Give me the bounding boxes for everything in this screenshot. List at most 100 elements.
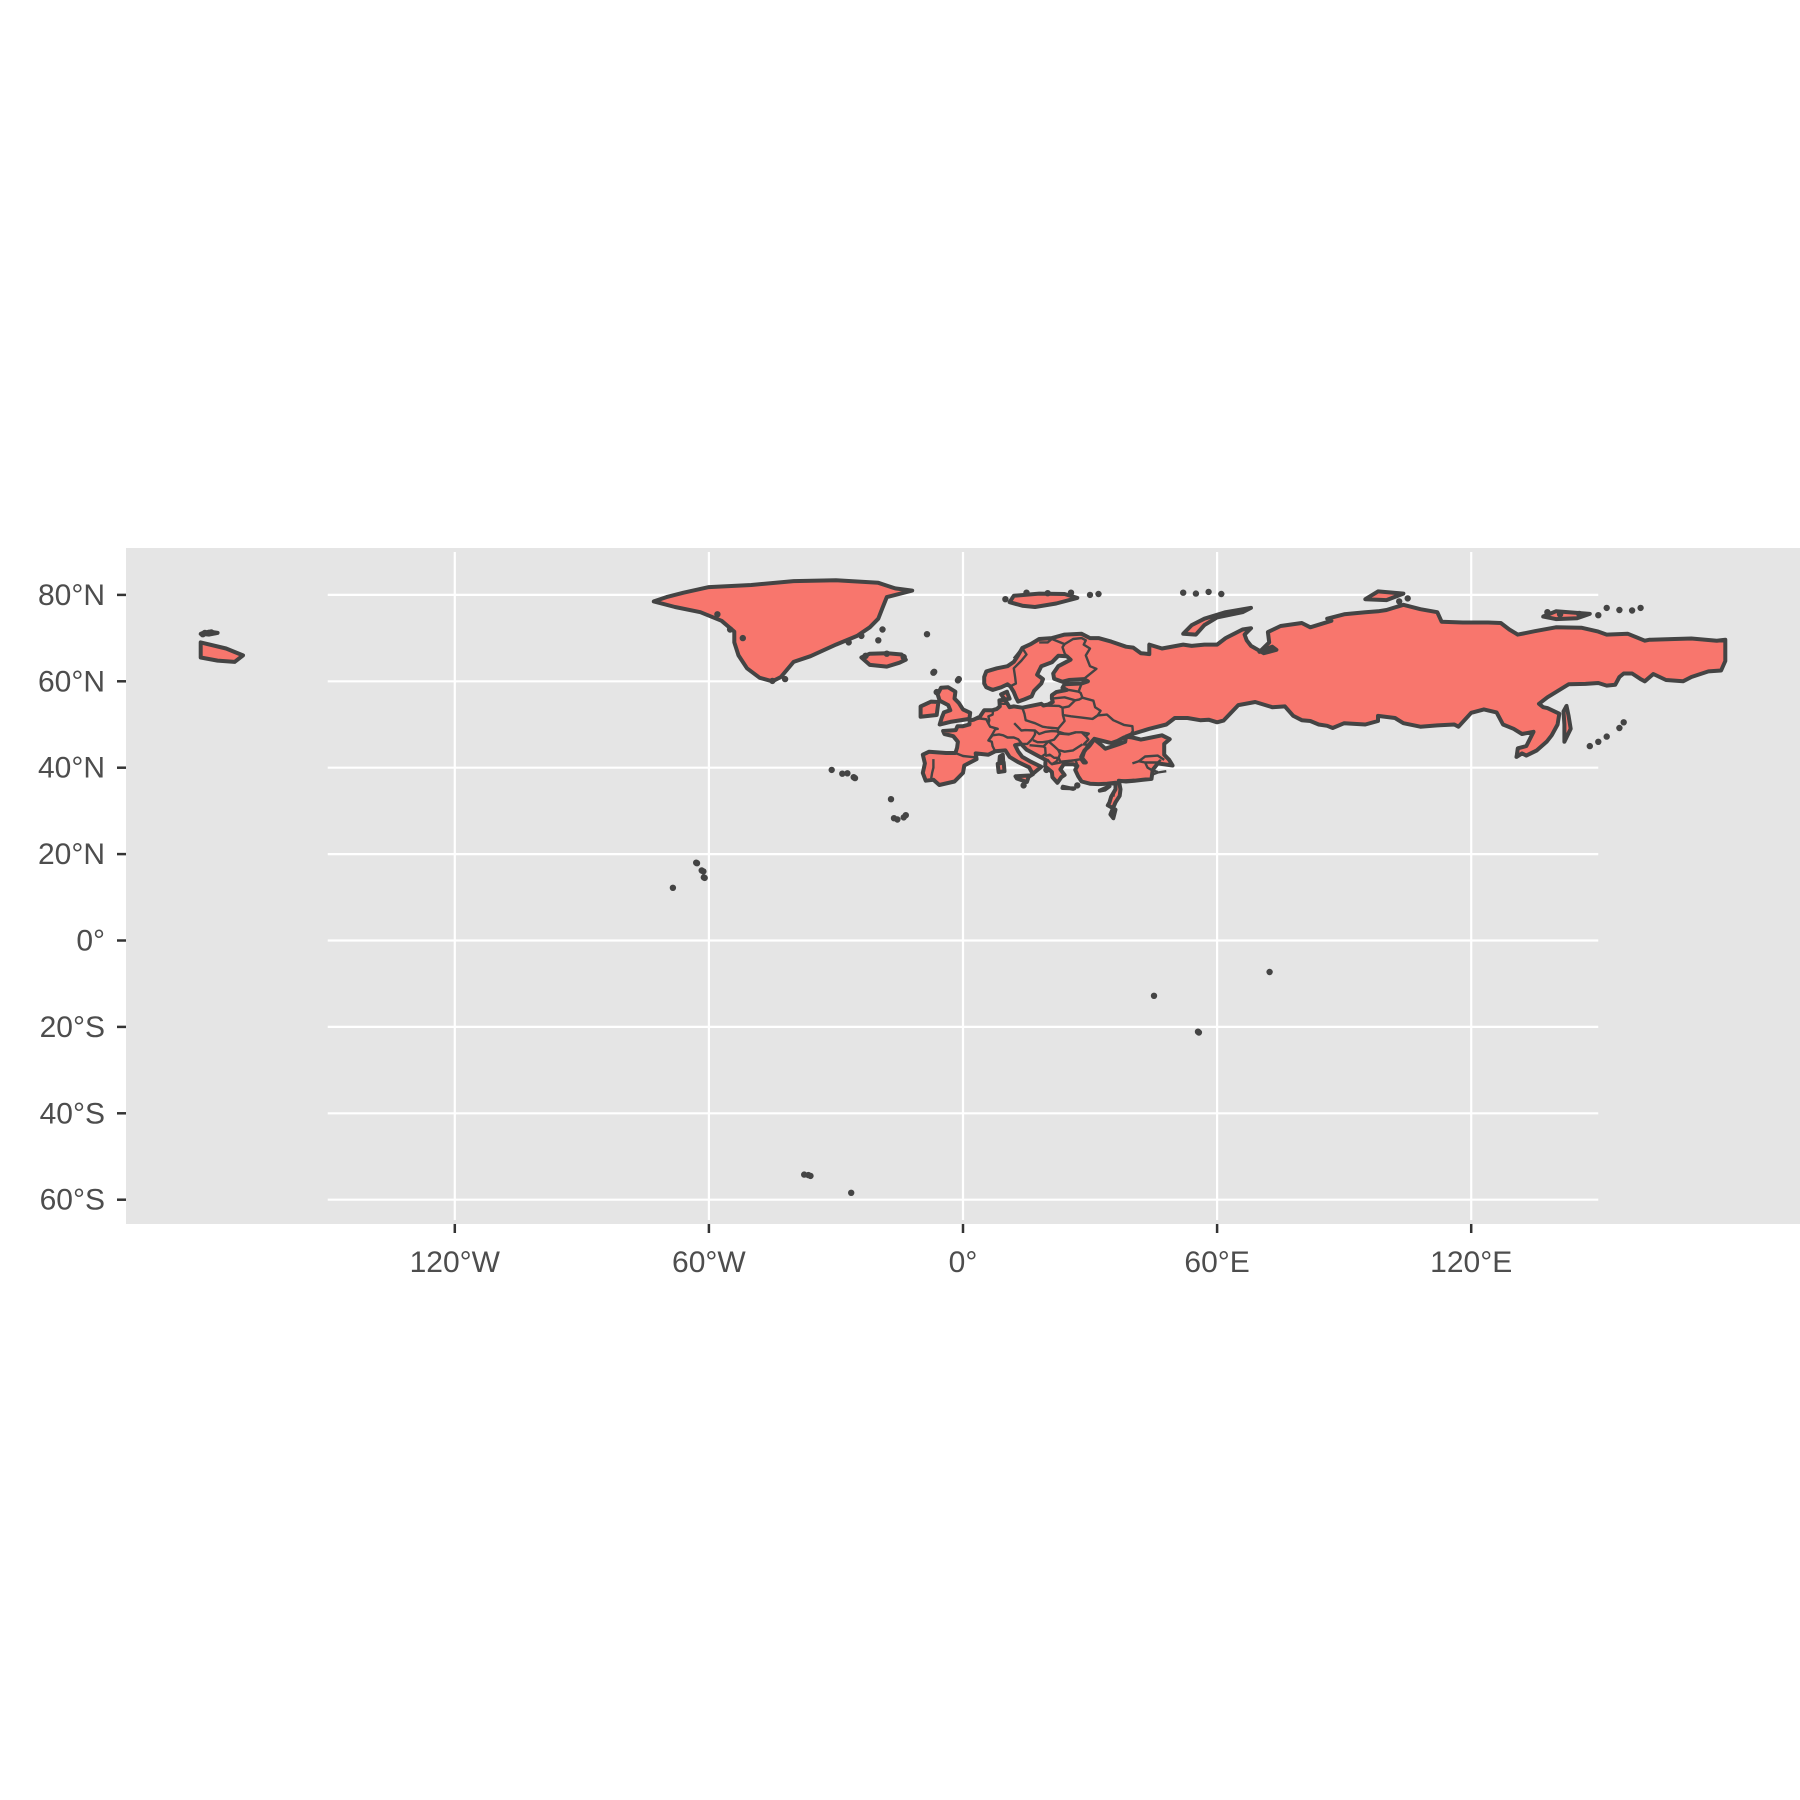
islet-44 — [1192, 590, 1200, 597]
country-border-27 — [1118, 778, 1135, 782]
islet-58 — [1628, 607, 1636, 614]
country-border-17 — [1062, 690, 1084, 709]
islet-36 — [862, 652, 869, 659]
country-border-13 — [1044, 753, 1060, 766]
islet-19 — [807, 1172, 814, 1180]
islet-60 — [879, 626, 886, 633]
islet-2 — [844, 770, 851, 777]
islet-31 — [1074, 782, 1081, 789]
country-border-1 — [954, 751, 977, 759]
islet-57 — [1616, 606, 1623, 614]
islet-20 — [848, 1189, 855, 1197]
region-greenland — [651, 578, 915, 684]
islet-27 — [923, 631, 931, 638]
islet-69 — [1595, 738, 1602, 745]
islet-73 — [1620, 719, 1627, 726]
country-border-31 — [1151, 769, 1167, 776]
islet-50 — [1396, 598, 1403, 605]
islet-4 — [851, 774, 859, 782]
islet-71 — [1603, 733, 1610, 740]
islet-49 — [199, 631, 207, 638]
region-great-britain — [935, 685, 973, 727]
y-tick-label-3: 20°N — [38, 838, 105, 871]
islet-22 — [1195, 1029, 1203, 1036]
x-tick-label-1: 60°W — [672, 1246, 746, 1279]
islet-40 — [1067, 589, 1075, 596]
country-border-30 — [1144, 761, 1159, 774]
x-tick-label-3: 60°E — [1184, 1246, 1249, 1279]
x-axis-longitude: 120°W 60°W 0° 60°E 120°E — [410, 1224, 1512, 1279]
islet-67 — [726, 626, 734, 633]
y-tick-label-0: 80°N — [38, 579, 105, 612]
y-tick-label-2: 40°N — [38, 752, 105, 785]
y-tick-label-5: 20°S — [40, 1011, 105, 1044]
y-tick-label-1: 60°N — [38, 665, 105, 698]
country-border-29 — [1132, 758, 1162, 765]
region-novaya-zemlya — [1181, 605, 1253, 637]
country-border-32 — [1138, 754, 1165, 763]
country-border-18 — [1051, 696, 1076, 702]
islet-54 — [1595, 612, 1602, 619]
country-border-19 — [1056, 683, 1083, 694]
islet-59 — [1637, 604, 1644, 612]
islet-62 — [858, 632, 865, 640]
y-tick-label-4: 0° — [76, 925, 105, 958]
islet-65 — [769, 677, 776, 685]
region-svalbard — [1007, 591, 1080, 609]
islet-63 — [845, 639, 852, 646]
islet-68 — [714, 611, 721, 618]
islet-23 — [1150, 992, 1158, 999]
islet-45 — [1205, 588, 1212, 596]
islet-41 — [1086, 591, 1094, 599]
islet-0 — [828, 766, 835, 774]
country-border-28 — [1112, 790, 1116, 797]
islet-9 — [902, 812, 909, 819]
islet-39 — [1044, 590, 1051, 597]
country-border-4 — [987, 710, 995, 724]
country-border-9 — [1056, 728, 1090, 746]
islet-46 — [1218, 590, 1225, 598]
country-border-21 — [1091, 713, 1134, 738]
country-border-10 — [1059, 731, 1077, 736]
country-border-22 — [1081, 731, 1090, 738]
country-border-11 — [1047, 740, 1084, 753]
islet-55 — [1576, 610, 1583, 618]
country-border-26 — [1073, 760, 1079, 768]
islet-7 — [894, 816, 901, 823]
country-border-5 — [999, 702, 1008, 705]
region-crete — [1060, 784, 1077, 791]
islet-53 — [1556, 611, 1564, 618]
country-border-12 — [1057, 749, 1082, 763]
region-ireland — [918, 699, 941, 719]
islet-24 — [1266, 968, 1273, 976]
islet-72 — [1616, 724, 1623, 732]
region-chukotka-east — [198, 640, 245, 664]
region-cyprus — [1097, 784, 1112, 793]
islet-48 — [208, 629, 215, 636]
islet-34 — [900, 653, 907, 661]
country-border-0 — [930, 759, 935, 779]
region-sardinia — [995, 760, 1007, 774]
islet-66 — [739, 634, 746, 642]
x-tick-label-0: 120°W — [410, 1246, 501, 1279]
islet-43 — [1180, 589, 1187, 596]
islet-37 — [1002, 596, 1009, 603]
small-islands — [199, 588, 1644, 1197]
country-border-24 — [1039, 636, 1098, 681]
region-sakhalin — [1561, 703, 1573, 744]
islet-61 — [875, 637, 882, 644]
islet-42 — [1095, 590, 1102, 598]
islet-70 — [1586, 742, 1594, 750]
country-border-2 — [987, 733, 1022, 752]
x-tick-label-2: 0° — [949, 1246, 978, 1279]
x-tick-label-4: 120°E — [1430, 1246, 1512, 1279]
country-border-25 — [1061, 643, 1068, 657]
country-border-7 — [1013, 722, 1037, 746]
islet-51 — [1404, 595, 1411, 602]
y-axis-latitude: 80°N 60°N 40°N 20°N 0° 20°S 40°S 60°S — [38, 579, 126, 1217]
islet-35 — [883, 650, 890, 657]
islet-33 — [1020, 782, 1027, 789]
islet-5 — [887, 796, 895, 803]
islet-52 — [1544, 609, 1551, 616]
